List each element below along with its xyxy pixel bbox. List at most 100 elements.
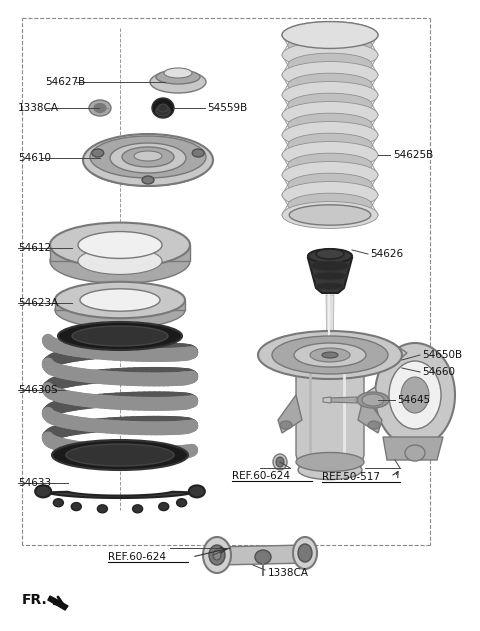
Ellipse shape [90, 136, 206, 178]
Text: REF.60-624: REF.60-624 [232, 471, 290, 481]
Ellipse shape [289, 205, 371, 225]
Ellipse shape [316, 249, 344, 259]
Ellipse shape [288, 93, 372, 117]
Ellipse shape [203, 537, 231, 573]
Ellipse shape [288, 113, 372, 137]
Ellipse shape [192, 149, 204, 157]
Ellipse shape [288, 53, 372, 77]
Ellipse shape [276, 457, 284, 467]
Ellipse shape [52, 440, 188, 470]
Ellipse shape [288, 153, 372, 177]
Ellipse shape [282, 62, 378, 88]
Ellipse shape [156, 106, 170, 116]
Ellipse shape [122, 147, 174, 167]
Ellipse shape [156, 70, 200, 84]
Text: 54650B: 54650B [422, 350, 462, 360]
Ellipse shape [159, 502, 168, 510]
Polygon shape [360, 387, 379, 409]
Ellipse shape [357, 392, 389, 408]
Ellipse shape [282, 21, 378, 49]
Text: 1338CA: 1338CA [18, 103, 59, 113]
Ellipse shape [308, 249, 352, 263]
Ellipse shape [132, 505, 143, 513]
Polygon shape [46, 492, 194, 498]
Text: 1338CA: 1338CA [268, 568, 309, 578]
Ellipse shape [282, 81, 378, 109]
Ellipse shape [311, 261, 349, 271]
Ellipse shape [361, 393, 377, 413]
Ellipse shape [177, 498, 187, 507]
Ellipse shape [189, 485, 205, 497]
Ellipse shape [298, 461, 362, 480]
Ellipse shape [322, 352, 338, 358]
Text: 54559B: 54559B [207, 103, 247, 113]
Polygon shape [48, 596, 68, 610]
Ellipse shape [55, 282, 185, 318]
Ellipse shape [293, 537, 317, 569]
Ellipse shape [316, 283, 344, 290]
Ellipse shape [142, 176, 154, 184]
Ellipse shape [288, 173, 372, 197]
Polygon shape [278, 395, 302, 433]
Ellipse shape [50, 223, 190, 268]
Polygon shape [383, 437, 443, 460]
Polygon shape [55, 300, 80, 310]
Text: 54660: 54660 [422, 367, 455, 377]
Ellipse shape [401, 377, 429, 413]
Polygon shape [296, 360, 364, 470]
Polygon shape [328, 397, 357, 403]
Ellipse shape [66, 444, 174, 466]
Ellipse shape [375, 343, 455, 447]
Ellipse shape [164, 68, 192, 78]
Ellipse shape [282, 42, 378, 68]
Ellipse shape [282, 21, 378, 49]
Ellipse shape [296, 452, 364, 471]
Text: REF.60-624: REF.60-624 [108, 552, 166, 562]
Text: 54645: 54645 [397, 395, 430, 405]
Ellipse shape [288, 133, 372, 157]
Ellipse shape [110, 143, 186, 173]
Polygon shape [323, 397, 331, 403]
Ellipse shape [389, 361, 441, 429]
Ellipse shape [86, 142, 210, 186]
Ellipse shape [310, 348, 350, 362]
Ellipse shape [58, 322, 182, 350]
Ellipse shape [152, 98, 174, 118]
Ellipse shape [209, 545, 225, 565]
Ellipse shape [282, 102, 378, 129]
Text: 54626: 54626 [370, 249, 403, 259]
Text: 54612: 54612 [18, 243, 51, 253]
Polygon shape [50, 245, 78, 261]
Ellipse shape [35, 485, 51, 497]
Ellipse shape [53, 498, 63, 507]
Polygon shape [385, 343, 407, 363]
Ellipse shape [313, 272, 347, 280]
Ellipse shape [255, 550, 271, 564]
Ellipse shape [89, 100, 111, 116]
Ellipse shape [83, 134, 213, 186]
Ellipse shape [50, 239, 190, 283]
Ellipse shape [282, 122, 378, 148]
Ellipse shape [92, 149, 104, 157]
Ellipse shape [72, 326, 168, 346]
Text: FR.: FR. [22, 593, 48, 607]
Ellipse shape [134, 151, 162, 161]
Ellipse shape [158, 104, 168, 112]
Ellipse shape [288, 33, 372, 57]
Ellipse shape [368, 421, 380, 429]
Polygon shape [308, 258, 352, 293]
Ellipse shape [273, 454, 287, 470]
Ellipse shape [298, 544, 312, 562]
Text: 54625B: 54625B [393, 150, 433, 160]
Ellipse shape [150, 71, 206, 93]
Polygon shape [215, 545, 307, 565]
Text: 54610: 54610 [18, 153, 51, 163]
Polygon shape [160, 300, 185, 310]
Ellipse shape [282, 201, 378, 228]
Ellipse shape [288, 73, 372, 97]
Ellipse shape [272, 336, 388, 374]
Text: 54630S: 54630S [18, 385, 58, 395]
Ellipse shape [97, 505, 108, 513]
Ellipse shape [78, 232, 162, 259]
Ellipse shape [282, 141, 378, 168]
